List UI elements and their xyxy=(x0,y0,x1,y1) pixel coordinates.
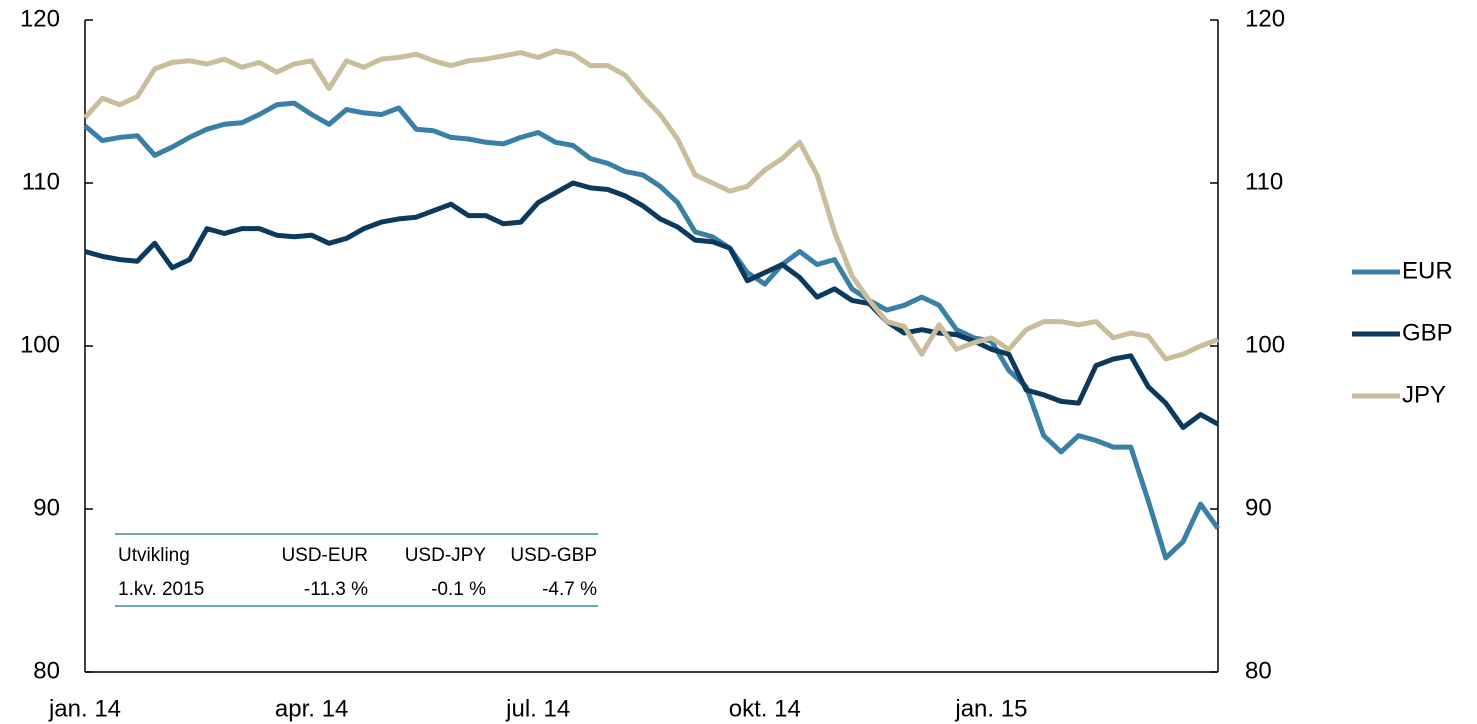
y-tick-label: 120 xyxy=(20,5,60,32)
table-cell: -11.3 % xyxy=(304,579,368,600)
y-tick-label: 80 xyxy=(33,657,60,684)
line-series xyxy=(84,180,1220,430)
y2-tick-label: 80 xyxy=(1245,657,1272,684)
table-cell: USD-JPY xyxy=(405,545,487,566)
table-cell: -4.7 % xyxy=(542,579,597,600)
table-cell: Utvikling xyxy=(118,545,190,566)
x-tick-label: jul. 14 xyxy=(505,695,570,722)
legend-label: JPY xyxy=(1402,381,1446,408)
legend-label: EUR xyxy=(1402,257,1453,284)
x-tick-label: jan. 14 xyxy=(48,695,121,722)
y2-tick-label: 100 xyxy=(1245,331,1285,358)
y2-tick-label: 90 xyxy=(1245,494,1272,521)
table-cell: -0.1 % xyxy=(431,579,486,600)
x-tick-label: okt. 14 xyxy=(729,695,801,722)
line-series xyxy=(83,48,1219,362)
line-series xyxy=(83,100,1221,561)
x-tick-label: jan. 15 xyxy=(954,695,1027,722)
x-tick-label: apr. 14 xyxy=(275,695,348,722)
table-cell: 1.kv. 2015 xyxy=(118,579,204,600)
table-cell: USD-GBP xyxy=(510,545,597,566)
y2-tick-label: 120 xyxy=(1245,5,1285,32)
legend-label: GBP xyxy=(1402,319,1453,346)
y2-tick-label: 110 xyxy=(1245,168,1283,195)
table-cell: USD-EUR xyxy=(281,545,368,566)
y-tick-label: 100 xyxy=(20,331,60,358)
y-tick-label: 110 xyxy=(22,168,60,195)
y-tick-label: 90 xyxy=(33,494,60,521)
